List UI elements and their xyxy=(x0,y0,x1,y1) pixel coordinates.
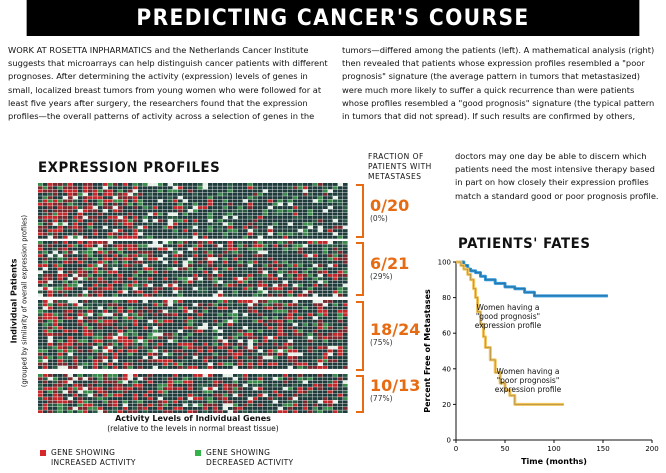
y-tick-label: 100 xyxy=(438,259,451,267)
x-axis-label-block: Activity Levels of Individual Genes (rel… xyxy=(38,414,348,434)
legend-decreased-line2: DECREASED ACTIVITY xyxy=(206,458,294,467)
y-axis-sublabel: (grouped by similarity of overall expres… xyxy=(20,214,29,388)
group-4-percent: (77%) xyxy=(370,394,393,403)
good-prognosis-outline xyxy=(456,261,608,297)
good-prognosis-label: expression profile xyxy=(475,321,542,330)
x-axis-sublabel: (relative to the levels in normal breast… xyxy=(107,424,279,433)
legend-increased-line2: INCREASED ACTIVITY xyxy=(51,458,136,467)
x-tick-label: 150 xyxy=(596,445,609,453)
legend-decreased: GENE SHOWING DECREASED ACTIVITY xyxy=(195,448,293,468)
poor-prognosis-label: expression profile xyxy=(495,385,562,394)
x-tick-label: 200 xyxy=(645,445,658,453)
good-prognosis-label: Women having a xyxy=(477,303,540,312)
group-3-bracket xyxy=(356,301,364,371)
legend-decreased-line1: GENE SHOWING xyxy=(206,448,271,457)
x-tick-label: 0 xyxy=(454,445,458,453)
y-axis-label: Individual Patients xyxy=(9,258,19,344)
x-tick-label: 50 xyxy=(501,445,510,453)
chart-title: PATIENTS' FATES xyxy=(458,236,591,252)
y-tick-label: 20 xyxy=(442,401,451,409)
group-4-bracket xyxy=(356,375,364,413)
fraction-heading: FRACTION OF PATIENTS WITH METASTASES xyxy=(368,152,432,181)
group-1-percent: (0%) xyxy=(370,214,388,223)
expression-profiles-heading: EXPRESSION PROFILES xyxy=(38,160,221,176)
poor-prognosis-label: "poor prognosis" xyxy=(497,376,560,385)
group-1-bracket xyxy=(356,184,364,238)
survival-chart: 0 20 40 60 80 100 0 50 100 150 200 Time (months) Per… xyxy=(423,259,659,467)
poor-prognosis-outline xyxy=(456,261,564,405)
good-prognosis-label: "good prognosis" xyxy=(476,312,540,321)
group-2-bracket xyxy=(356,242,364,296)
x-axis-label: Activity Levels of Individual Genes xyxy=(115,414,271,423)
chart-axes xyxy=(455,262,652,441)
legend-increased-line1: GENE SHOWING xyxy=(51,448,116,457)
group-2-percent: (29%) xyxy=(370,272,393,281)
expression-heatmap xyxy=(38,183,348,413)
group-1-fraction: 0/20 xyxy=(370,196,410,215)
y-axis-label-block: Individual Patients (grouped by similari… xyxy=(2,195,36,410)
group-3-percent: (75%) xyxy=(370,338,393,347)
red-swatch xyxy=(40,450,46,456)
group-3-fraction: 18/24 xyxy=(370,320,421,339)
x-tick-label: 100 xyxy=(547,445,560,453)
article-column-2: tumors—differed among the patients (left… xyxy=(342,45,655,122)
green-swatch xyxy=(195,450,201,456)
article-column-3: doctors may one day be able to discern w… xyxy=(455,151,659,201)
good-prognosis-line xyxy=(456,260,608,298)
y-tick-label: 0 xyxy=(447,437,451,445)
article-column-1: WORK AT ROSETTA INPHARMATICS and the Net… xyxy=(8,45,328,122)
title-banner: PREDICTING CANCER'S COURSE xyxy=(26,0,640,36)
legend-increased: GENE SHOWING INCREASED ACTIVITY xyxy=(40,448,136,468)
chart-y-label: Percent Free of Metastases xyxy=(423,289,432,413)
group-2-fraction: 6/21 xyxy=(370,254,410,273)
poor-prognosis-line xyxy=(456,260,564,406)
y-tick-label: 40 xyxy=(442,365,451,373)
y-tick-label: 80 xyxy=(442,294,451,302)
group-4-fraction: 10/13 xyxy=(370,376,421,395)
chart-x-label: Time (months) xyxy=(521,457,587,466)
y-tick-label: 60 xyxy=(442,330,451,338)
poor-prognosis-label: Women having a xyxy=(497,367,560,376)
page-title: PREDICTING CANCER'S COURSE xyxy=(136,5,530,31)
